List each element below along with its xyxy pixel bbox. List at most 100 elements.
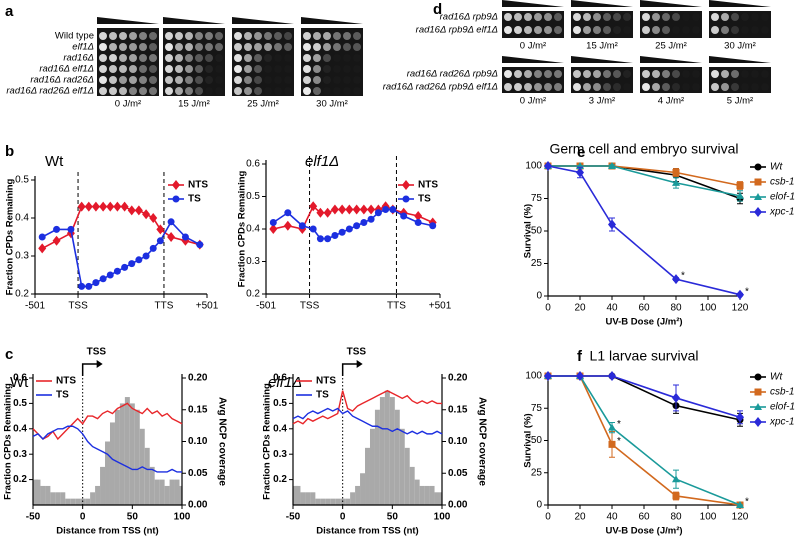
- x-tick-label: 0: [340, 512, 346, 523]
- x-tick-label: 60: [638, 303, 650, 314]
- spot: [99, 87, 107, 95]
- spot: [234, 32, 242, 40]
- annotation: *: [617, 436, 621, 447]
- arrow-head: [356, 360, 363, 368]
- marker: [269, 224, 278, 234]
- spot: [205, 76, 213, 84]
- coverage-bar: [365, 447, 370, 505]
- marker: [736, 289, 744, 300]
- marker: [345, 204, 354, 215]
- marker: [672, 169, 680, 176]
- x-tick-label: 100: [700, 303, 717, 314]
- y2-axis-label: Avg NCP coverage: [216, 397, 227, 486]
- marker: [172, 180, 180, 190]
- marker: [99, 201, 108, 212]
- marker: [414, 211, 423, 221]
- spot: [343, 54, 351, 62]
- spot: [303, 76, 311, 84]
- x-tick-label: 20: [574, 512, 586, 523]
- annotation: TSS: [87, 347, 107, 358]
- strain-label: rad16Δ rad26Δ rpb9Δ: [407, 69, 498, 80]
- tss-arrow: [81, 363, 99, 376]
- y-tick-label: 0.2: [246, 289, 260, 300]
- spot: [514, 13, 522, 21]
- spot: [323, 43, 331, 51]
- spot: [593, 26, 601, 34]
- x-tick-label: 40: [606, 512, 618, 523]
- x-tick-label: 0: [80, 512, 86, 523]
- spot: [205, 54, 213, 62]
- marker: [544, 161, 552, 171]
- y-tick-label: 0.4: [246, 224, 260, 235]
- spot: [353, 87, 361, 95]
- coverage-bar: [90, 492, 96, 505]
- spot: [195, 32, 203, 40]
- spot: [109, 65, 117, 73]
- y-tick-label: 0.6: [273, 373, 287, 384]
- spot: [244, 54, 252, 62]
- spot: [353, 43, 361, 51]
- spot-plate: [571, 11, 633, 38]
- spot: [313, 65, 321, 73]
- marker: [330, 204, 339, 215]
- marker: [156, 224, 165, 235]
- coverage-bar: [114, 409, 120, 505]
- marker: [149, 213, 158, 223]
- dilution-wedge: [640, 56, 702, 63]
- spot-plate: [232, 28, 294, 96]
- marker: [389, 206, 397, 213]
- spot: [284, 54, 292, 62]
- coverage-bar: [45, 485, 51, 505]
- spot: [205, 32, 213, 40]
- marker: [608, 423, 616, 431]
- coverage-bar: [345, 498, 351, 505]
- spot: [573, 26, 581, 34]
- spot: [244, 87, 252, 95]
- panel-label: a: [5, 3, 14, 20]
- marker: [402, 195, 410, 203]
- spot: [603, 70, 611, 78]
- spot: [234, 87, 242, 95]
- spot: [109, 43, 117, 51]
- dilution-wedge: [232, 17, 294, 24]
- y-axis-label: Survival (%): [523, 204, 534, 258]
- spot: [642, 83, 650, 91]
- spot: [751, 13, 759, 21]
- spot: [554, 13, 562, 21]
- spot: [185, 32, 193, 40]
- marker: [400, 212, 408, 220]
- spot: [175, 87, 183, 95]
- marker: [156, 237, 164, 245]
- spot: [692, 26, 700, 34]
- panel-label: e: [577, 144, 585, 161]
- spot: [514, 70, 522, 78]
- coverage-bar: [100, 466, 106, 505]
- chart-title: Wt: [45, 153, 64, 170]
- coverage-bar: [95, 485, 101, 505]
- spot: [139, 65, 147, 73]
- panel-label: c: [5, 346, 13, 363]
- spot: [264, 76, 272, 84]
- y-tick-label: 50: [531, 226, 543, 237]
- spot: [672, 70, 680, 78]
- marker: [608, 371, 616, 381]
- chart-title: Germ cell and embryo survival: [549, 141, 738, 157]
- marker: [149, 244, 157, 252]
- y2-tick-label: 0.05: [188, 468, 208, 479]
- legend-label: NTS: [56, 376, 76, 387]
- y2-tick-label: 0.10: [188, 436, 208, 447]
- spot: [761, 13, 769, 21]
- dilution-wedge: [502, 0, 564, 7]
- coverage-bar: [35, 479, 41, 505]
- spot: [721, 13, 729, 21]
- spot: [711, 70, 719, 78]
- x-tick-label: -501: [256, 301, 276, 312]
- y-tick-label: 75: [531, 193, 543, 204]
- legend-label: Wt: [770, 162, 783, 173]
- spot: [554, 83, 562, 91]
- x-tick-label: -501: [25, 301, 45, 312]
- marker: [85, 282, 93, 290]
- coverage-bar: [379, 397, 385, 505]
- x-tick-label: -50: [26, 512, 41, 523]
- spot: [544, 83, 552, 91]
